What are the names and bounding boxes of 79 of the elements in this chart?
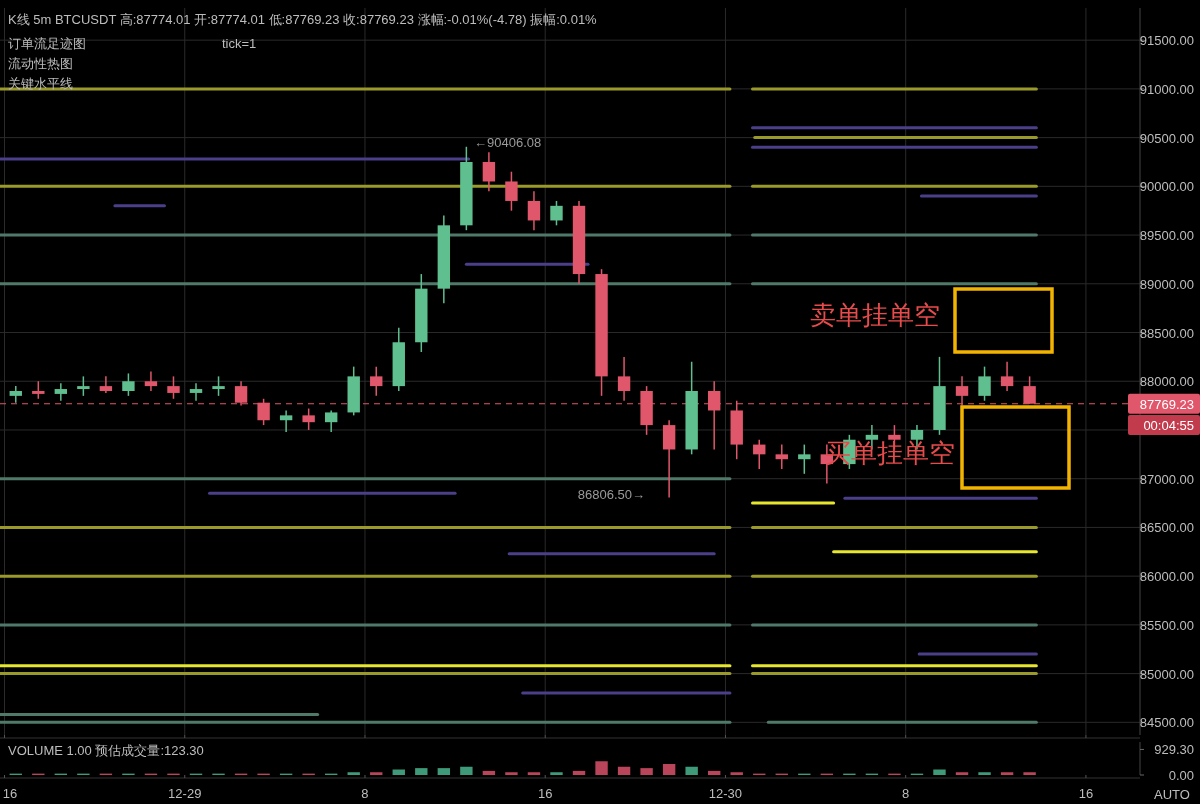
y-tick-label: 929.30	[1154, 742, 1194, 758]
y-tick-label: 91500.00	[1139, 33, 1194, 49]
bar	[933, 769, 946, 775]
bar	[460, 766, 473, 775]
x-tick-label: 8	[361, 786, 369, 801]
candlestick	[798, 443, 811, 475]
annotation: 86806.50→	[577, 487, 645, 502]
y-tick-label: 88500.00	[1139, 325, 1194, 341]
bar	[685, 766, 698, 775]
annotation: 流动性热图	[8, 56, 73, 71]
candlestick	[1000, 361, 1014, 392]
y-tick-label: 89500.00	[1139, 228, 1194, 244]
bar	[482, 770, 496, 775]
bar	[978, 772, 991, 775]
bar	[415, 768, 428, 775]
candlestick	[189, 382, 203, 402]
annotation: 订单流足迹图	[8, 36, 86, 51]
candlestick	[617, 356, 631, 402]
bar	[527, 772, 541, 775]
x-tick-label: 16	[2, 786, 18, 801]
bar	[370, 772, 383, 775]
candlestick	[775, 443, 788, 470]
annotation: 卖单挂单空	[810, 300, 940, 330]
candlestick	[279, 409, 293, 433]
text: AUTO	[1154, 787, 1190, 802]
annotation: K线 5m BTCUSDT 高:87774.01 开:87774.01 低:87769.23 收:87769.23 涨幅:-0.01%(-4.78) 振幅:0.01%	[8, 12, 598, 27]
y-tick-label: 86500.00	[1139, 520, 1194, 536]
x-tick-label: 8	[902, 786, 910, 801]
text: 00:04:55	[1143, 418, 1194, 433]
candlestick	[54, 382, 68, 402]
y-tick-label: 90500.00	[1139, 130, 1194, 146]
candlestick	[324, 409, 338, 433]
y-tick-label: 86000.00	[1139, 569, 1194, 585]
bar	[955, 772, 969, 775]
candlestick	[122, 372, 135, 397]
bar	[707, 770, 721, 775]
candlestick	[167, 375, 180, 400]
bar	[662, 764, 676, 775]
candlestick	[212, 375, 225, 397]
bar	[595, 761, 608, 775]
bar	[572, 770, 586, 775]
y-tick-label: 89000.00	[1139, 276, 1194, 292]
candlestick	[77, 375, 90, 397]
y-tick-label: 87000.00	[1139, 471, 1194, 487]
annotation: 关键水平线	[8, 76, 73, 91]
annotation: VOLUME 1.00 预估成交量:123.30	[8, 743, 204, 758]
x-tick-label: 16	[537, 786, 553, 801]
y-tick-label: 90000.00	[1139, 179, 1194, 195]
bar	[505, 772, 518, 775]
x-tick-label: 12-29	[168, 786, 202, 801]
y-tick-label: 85500.00	[1139, 617, 1194, 633]
candlestick	[550, 200, 563, 227]
candlestick	[144, 370, 158, 392]
candlestick	[978, 365, 991, 402]
annotation: ←90406.08	[474, 135, 542, 150]
y-tick-label: 91000.00	[1139, 81, 1194, 97]
candlestick	[527, 190, 541, 231]
bar	[1023, 772, 1036, 775]
candlestick	[370, 365, 383, 397]
bar	[347, 772, 360, 775]
candlestick	[505, 170, 518, 212]
candlestick	[99, 375, 113, 394]
annotation: tick=1	[222, 36, 257, 51]
x-tick-label: 12-30	[708, 786, 743, 801]
bar	[550, 772, 563, 775]
bar	[617, 766, 631, 775]
bar	[640, 768, 653, 775]
y-tick-label: 85000.00	[1139, 666, 1194, 682]
candlestick	[482, 151, 496, 192]
ref-line-label: 87769.23	[1139, 396, 1194, 412]
x-tick-label: 16	[1078, 786, 1094, 801]
y-tick-label: 84500.00	[1139, 715, 1194, 731]
y-tick-label: 88000.00	[1139, 374, 1194, 390]
bar	[1000, 772, 1014, 775]
bar	[730, 772, 743, 775]
y-tick-label: 0.00	[1168, 768, 1194, 783]
bar	[437, 768, 451, 775]
candlestick	[302, 407, 315, 431]
candlestick	[9, 385, 22, 404]
